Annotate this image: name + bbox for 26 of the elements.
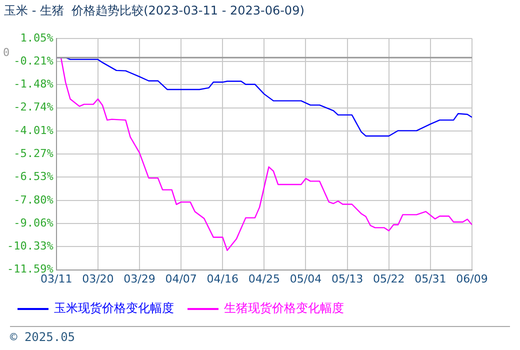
x-tick-label: 03/11 <box>40 272 72 286</box>
ref-line-label: 0 <box>3 46 10 59</box>
y-tick-label: -2.74% <box>14 100 54 114</box>
x-tick-label: 05/22 <box>373 272 405 286</box>
y-tick-label: -1.48% <box>14 78 54 91</box>
text: © 2025.05 <box>10 326 510 344</box>
x-tick-label: 06/09 <box>456 272 488 286</box>
legend-label: 生猪现货价格变化幅度 <box>224 301 344 316</box>
y-tick-label: -5.27% <box>14 146 54 160</box>
legend-label: 玉米现货价格变化幅度 <box>54 301 174 316</box>
y-tick-label: 1.05% <box>20 31 54 44</box>
x-tick-label: 03/29 <box>124 272 156 286</box>
chart-title: 玉米 - 生猪 价格趋势比较(2023-03-11 - 2023-06-09) <box>4 3 304 18</box>
x-tick-label: 05/04 <box>290 272 322 286</box>
x-tick-label: 04/25 <box>248 272 280 286</box>
y-tick-label: -9.06% <box>14 216 54 230</box>
x-tick-label: 05/31 <box>414 272 446 286</box>
y-tick-label: -10.33% <box>7 240 54 253</box>
y-tick-label: -6.53% <box>14 170 54 184</box>
x-tick-label: 05/13 <box>331 272 364 286</box>
y-tick-label: -4.01% <box>14 124 54 137</box>
y-tick-label: -7.80% <box>14 193 54 206</box>
x-tick-label: 04/07 <box>165 272 197 286</box>
x-tick-label: 04/16 <box>206 272 238 286</box>
x-tick-label: 03/20 <box>82 272 114 286</box>
y-tick-label: -0.21% <box>14 54 54 68</box>
